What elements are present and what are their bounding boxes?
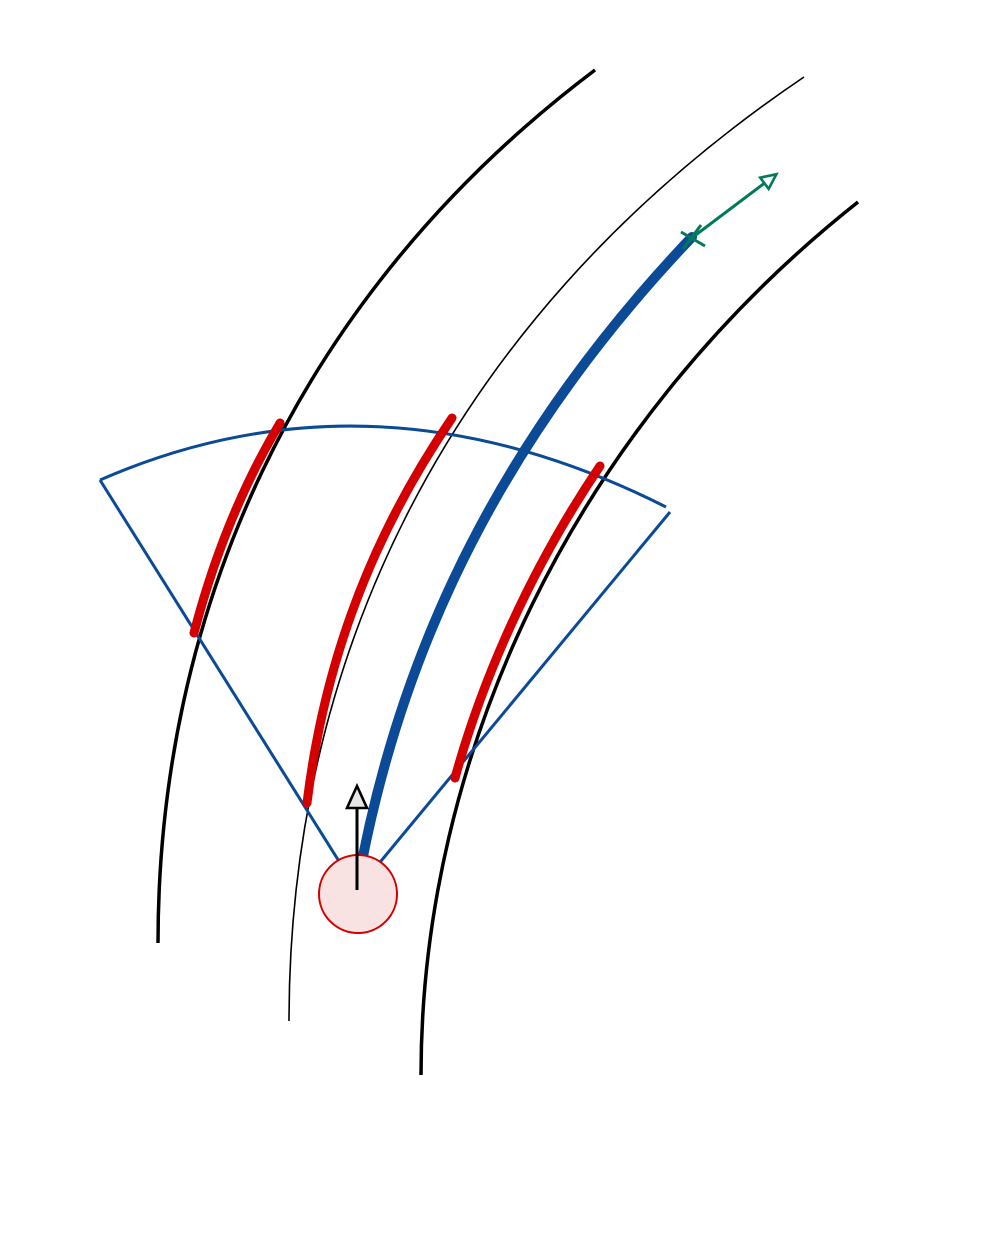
arrow-icon — [692, 176, 774, 239]
left-lane-boundary — [156, 68, 597, 944]
cross-marker-icon — [680, 224, 706, 250]
center-lane-line — [288, 76, 805, 1022]
detected-right-segment — [450, 461, 605, 783]
ego-vehicle — [318, 782, 398, 934]
detected-center-segment — [302, 413, 457, 808]
fov-arc — [99, 424, 667, 509]
goal — [680, 176, 774, 250]
arrow-up-icon — [344, 782, 370, 810]
sensor-fov — [98, 424, 672, 891]
detected-segments — [189, 413, 605, 808]
lane-boundaries — [156, 68, 860, 1076]
right-lane-boundary — [419, 200, 860, 1076]
planned-path — [352, 232, 697, 893]
detected-left-segment — [189, 418, 285, 638]
fov-right-edge — [355, 511, 672, 891]
fov-left-edge — [98, 479, 359, 891]
